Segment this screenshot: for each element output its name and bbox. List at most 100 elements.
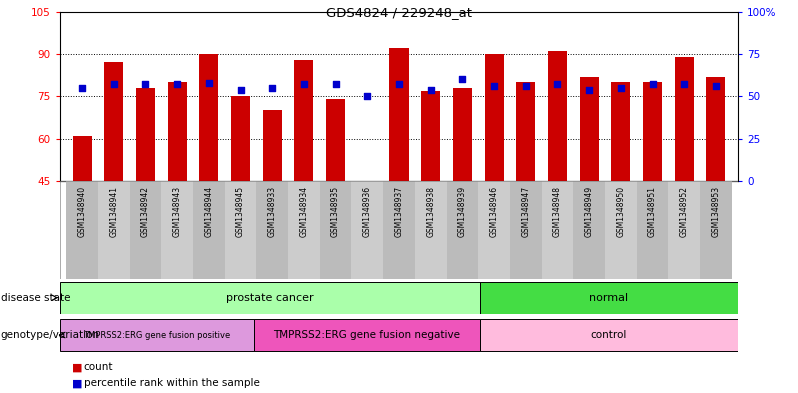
Point [76,84,89,91]
Text: GSM1348937: GSM1348937 [394,185,404,237]
Bar [326,99,345,181]
Point [646,81,659,88]
Bar [389,48,409,181]
Point [298,81,310,88]
Point [614,84,627,91]
Point [488,83,500,89]
Point [456,76,468,83]
Bar [294,60,314,181]
Bar [256,181,288,279]
Bar [66,181,98,279]
Bar [60,319,254,351]
Bar [480,319,738,351]
Text: GSM1348942: GSM1348942 [141,185,150,237]
Bar [225,181,256,279]
Point [709,83,722,89]
Bar [453,88,472,181]
Bar [447,181,478,279]
Bar [484,54,504,181]
Point [330,81,342,88]
Text: GSM1348949: GSM1348949 [585,185,594,237]
Text: ■: ■ [72,378,82,388]
Text: GSM1348948: GSM1348948 [553,185,562,237]
Bar [60,282,480,314]
Bar [136,88,155,181]
Text: GSM1348936: GSM1348936 [363,185,372,237]
Text: ■: ■ [72,362,82,373]
Text: GSM1348947: GSM1348947 [521,185,531,237]
Text: TMPRSS2:ERG gene fusion positive: TMPRSS2:ERG gene fusion positive [83,331,231,340]
Bar [510,181,542,279]
Text: GDS4824 / 229248_at: GDS4824 / 229248_at [326,6,472,19]
Text: GSM1348952: GSM1348952 [680,185,689,237]
Bar [105,62,123,181]
Bar [288,181,320,279]
Text: GSM1348945: GSM1348945 [236,185,245,237]
Text: genotype/variation: genotype/variation [1,330,100,340]
Bar [231,96,250,181]
Bar [193,181,225,279]
Bar [643,82,662,181]
Bar [480,282,738,314]
Text: GSM1348943: GSM1348943 [172,185,182,237]
Text: prostate cancer: prostate cancer [226,293,314,303]
Text: disease state: disease state [1,293,70,303]
Point [361,93,373,99]
Bar [263,110,282,181]
Bar [320,181,351,279]
Bar [415,181,447,279]
Bar [421,91,440,181]
Bar [605,181,637,279]
Bar [573,181,605,279]
Text: normal: normal [590,293,629,303]
Point [678,81,690,88]
Point [425,86,437,93]
Point [551,81,564,88]
Point [583,86,595,93]
Point [234,86,247,93]
Point [519,83,532,89]
Point [108,81,120,88]
Point [266,84,279,91]
Bar [383,181,415,279]
Bar [73,136,92,181]
Text: control: control [591,330,627,340]
Bar [700,181,732,279]
Bar [516,82,535,181]
Text: TMPRSS2:ERG gene fusion negative: TMPRSS2:ERG gene fusion negative [273,330,460,340]
Bar [129,181,161,279]
Text: GSM1348938: GSM1348938 [426,185,435,237]
Bar [675,57,693,181]
Bar [669,181,700,279]
Text: GSM1348950: GSM1348950 [616,185,626,237]
Bar [478,181,510,279]
Bar [351,181,383,279]
Point [171,81,184,88]
Text: GSM1348939: GSM1348939 [458,185,467,237]
Bar [168,82,187,181]
Bar [548,51,567,181]
Text: GSM1348951: GSM1348951 [648,185,657,237]
Text: GSM1348953: GSM1348953 [712,185,721,237]
Bar [254,319,480,351]
Point [203,80,215,86]
Bar [200,54,219,181]
Text: count: count [84,362,113,373]
Text: GSM1348935: GSM1348935 [331,185,340,237]
Text: GSM1348944: GSM1348944 [204,185,213,237]
Bar [706,77,725,181]
Text: GSM1348940: GSM1348940 [77,185,86,237]
Text: percentile rank within the sample: percentile rank within the sample [84,378,259,388]
Bar [611,82,630,181]
Text: GSM1348941: GSM1348941 [109,185,118,237]
Text: GSM1348933: GSM1348933 [267,185,277,237]
Bar [98,181,129,279]
Bar [542,181,573,279]
Bar [579,77,598,181]
Bar [161,181,193,279]
Text: GSM1348946: GSM1348946 [490,185,499,237]
Bar [637,181,669,279]
Text: GSM1348934: GSM1348934 [299,185,308,237]
Point [393,81,405,88]
Point [139,81,152,88]
